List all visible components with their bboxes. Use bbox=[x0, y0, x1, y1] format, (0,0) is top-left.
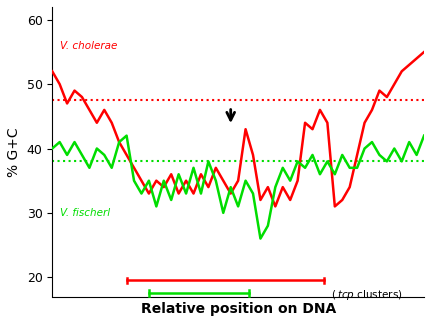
Text: V. cholerae: V. cholerae bbox=[59, 41, 117, 51]
Text: V. fischerl: V. fischerl bbox=[59, 208, 110, 218]
X-axis label: Relative position on DNA: Relative position on DNA bbox=[140, 302, 335, 316]
Text: ( $\it{tcp}$ clusters): ( $\it{tcp}$ clusters) bbox=[330, 288, 402, 302]
Y-axis label: % G+C: % G+C bbox=[7, 127, 21, 177]
